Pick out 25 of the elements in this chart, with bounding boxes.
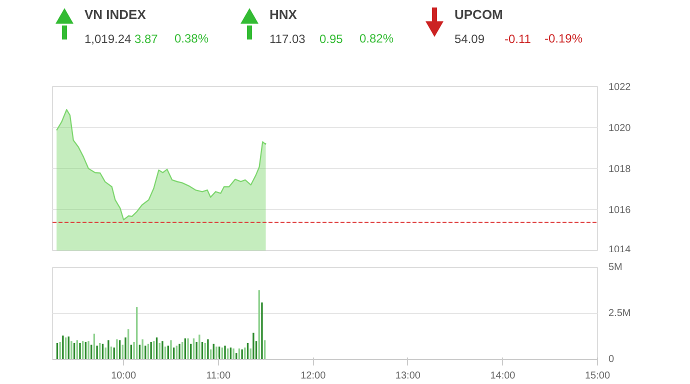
x-tick-label: 11:00 [206,370,231,382]
data-label: 3.87 [134,32,158,46]
x-tick-label: 14:00 [490,370,516,382]
data-label: 0.38% [174,32,209,46]
x-tick-label: 13:00 [395,370,421,382]
category-label: UPCOM [454,7,503,22]
data-label: 54.09 [454,32,485,46]
data-label: 0.95 [320,32,344,46]
data-label: 0.82% [360,32,394,46]
y-tick-label: 1018 [608,164,632,175]
data-label: 1,019.24 [84,32,132,46]
x-tick-label: 12:00 [300,370,326,382]
y-tick-label: 0 [608,354,614,365]
y-tick-label: 1020 [608,123,632,134]
y-tick-label: 1016 [608,205,632,216]
category-label: HNX [270,7,298,22]
y-tick-label: 2.5M [608,308,631,319]
data-label: -0.19% [544,32,583,46]
y-tick-label: 5M [608,262,622,273]
x-tick-label: 15:00 [584,370,610,382]
x-tick-label: 10:00 [111,370,137,382]
data-label: -0.11 [504,32,532,46]
data-label: 117.03 [270,32,306,46]
category-label: VN INDEX [84,7,146,22]
y-tick-label: 1022 [608,82,632,93]
